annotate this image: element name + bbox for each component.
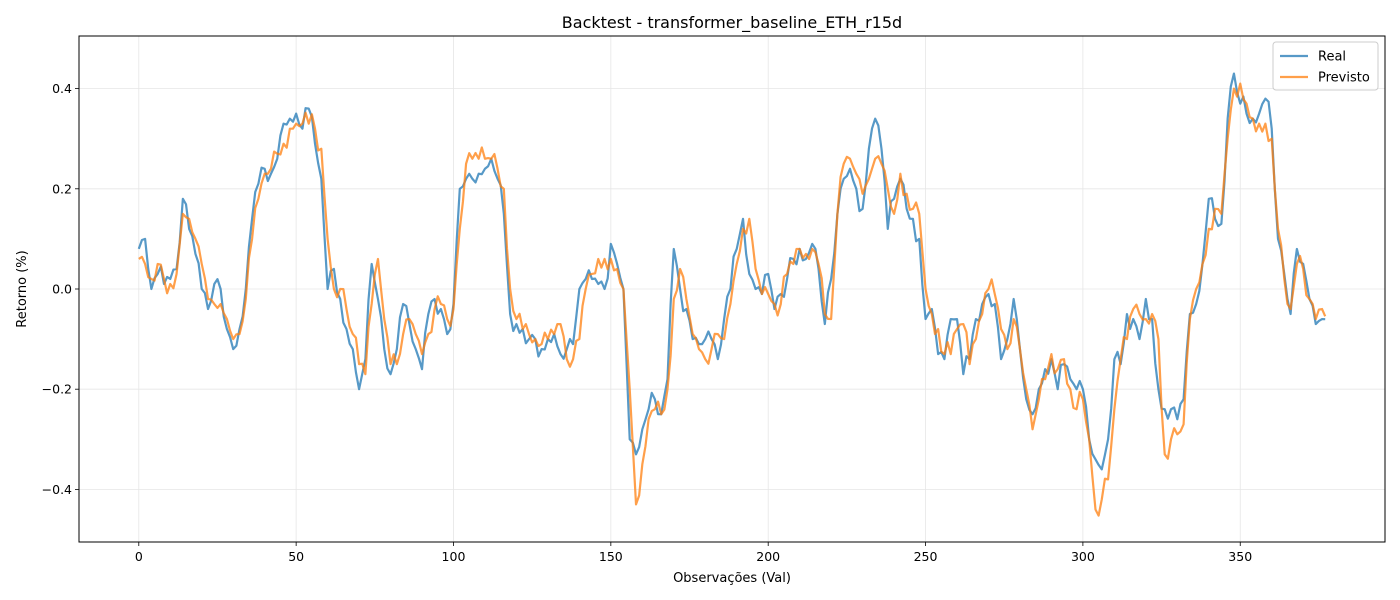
- y-tick-label: 0.2: [52, 181, 72, 196]
- y-tick-label: −0.2: [42, 382, 72, 397]
- x-axis: 0 50 100 150 200 250 300 350: [135, 542, 1252, 564]
- x-tick-label: 200: [756, 549, 780, 564]
- x-tick-label: 350: [1228, 549, 1252, 564]
- x-axis-label: Observações (Val): [673, 571, 791, 586]
- legend-label: Previsto: [1318, 71, 1370, 86]
- x-tick-label: 50: [288, 549, 304, 564]
- plot-series: [137, 72, 1327, 517]
- legend-label: Real: [1318, 50, 1346, 65]
- chart-title: Backtest - transformer_baseline_ETH_r15d: [562, 13, 902, 33]
- series-line-previsto: [138, 82, 1327, 517]
- x-tick-label: 300: [1071, 549, 1095, 564]
- y-tick-label: 0.4: [52, 81, 72, 96]
- legend: Real Previsto: [1272, 41, 1379, 91]
- x-tick-label: 0: [135, 549, 143, 564]
- y-axis: −0.4 −0.2 0.0 0.2 0.4: [42, 81, 79, 497]
- x-tick-label: 150: [599, 549, 623, 564]
- series-line-real: [137, 72, 1326, 471]
- y-axis-label: Retorno (%): [15, 250, 30, 327]
- y-tick-label: 0.0: [52, 282, 72, 297]
- x-tick-label: 250: [914, 549, 938, 564]
- y-tick-label: −0.4: [42, 482, 72, 497]
- x-tick-label: 100: [442, 549, 466, 564]
